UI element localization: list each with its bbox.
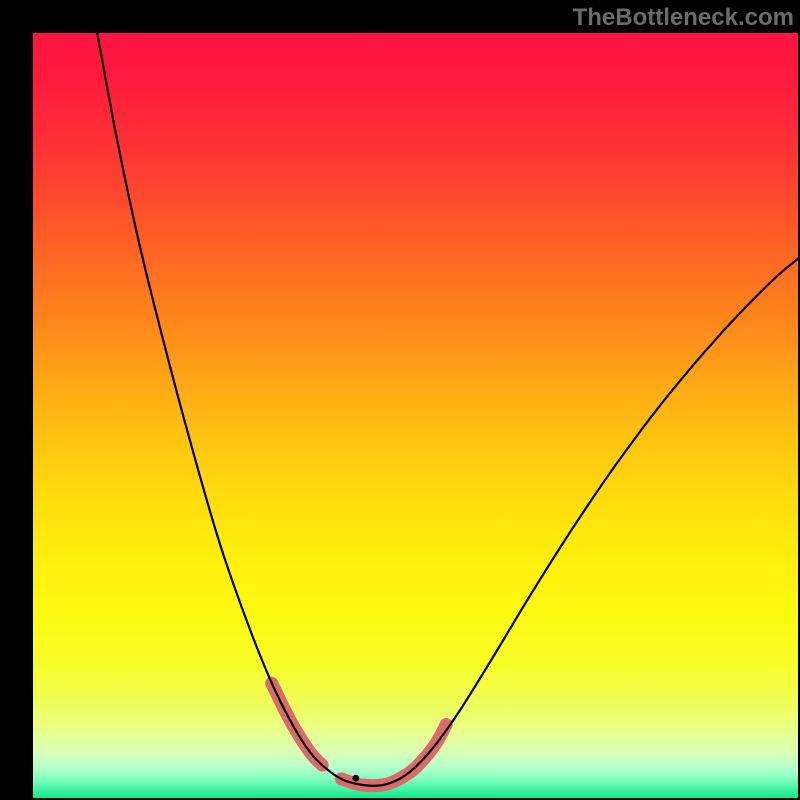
minimum-dot xyxy=(352,775,359,782)
watermark-text: TheBottleneck.com xyxy=(573,4,794,32)
chart-frame xyxy=(33,33,798,798)
chart-svg xyxy=(33,33,798,798)
